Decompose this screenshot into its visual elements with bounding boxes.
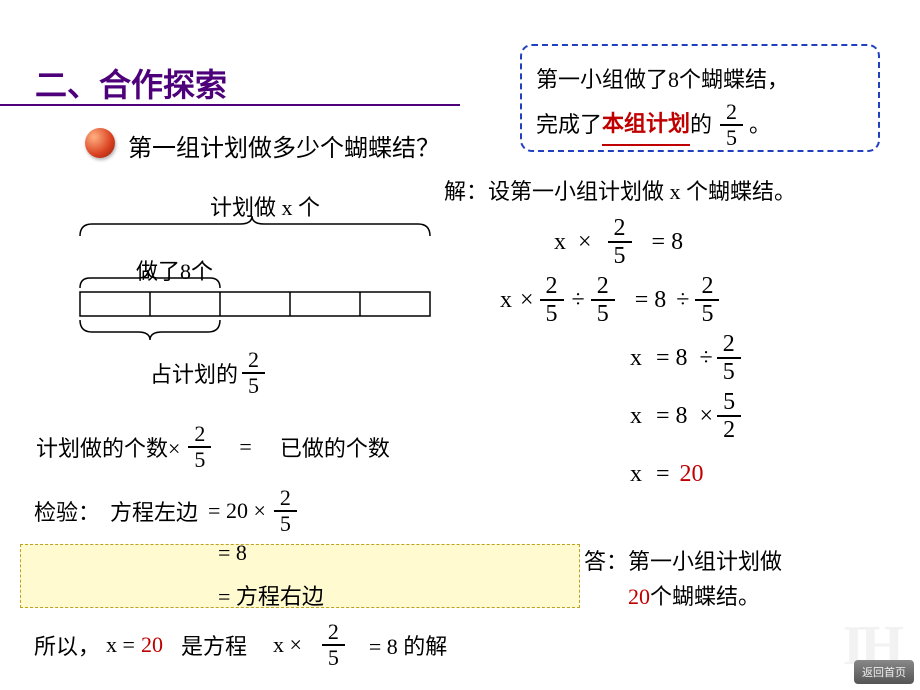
calc-row-5: x = 20 — [630, 450, 741, 498]
bullet-icon — [85, 128, 115, 158]
calculation: x × 25 = 8 x × 25 ÷ 25 = 8 ÷ 25 x = 8 ÷ … — [500, 218, 741, 508]
info-line1: 第一小组做了8个蝴蝶结， — [536, 60, 866, 100]
done-label: 做了8个 — [136, 254, 213, 286]
calc-row-2: x × 25 ÷ 25 = 8 ÷ 25 — [500, 276, 741, 324]
back-button[interactable]: 返回首页 — [854, 660, 914, 684]
plan-label: 计划做 x 个 — [210, 190, 320, 222]
back-label: 返回首页 — [862, 664, 906, 680]
solve-label: 解：设第一小组计划做 x 个蝴蝶结。 — [444, 174, 796, 206]
word-equation: 计划做的个数× 2 5 = 已做的个数 — [36, 422, 390, 472]
section-title: 二、合作探索 — [35, 60, 227, 106]
info-fraction: 2 5 — [720, 100, 743, 150]
answer-text: 答：第一小组计划做 20个蝴蝶结。 — [584, 544, 782, 614]
diagram: 计划做 x 个 做了8个 占计划的 2 5 — [60, 190, 440, 355]
question-text: 第一组计划做多少个蝴蝶结？ — [128, 128, 440, 163]
info-line2: 完成了 本组计划 的 2 5 。 — [536, 100, 866, 150]
calc-row-3: x = 8 ÷ 25 — [630, 334, 741, 382]
ratio-fraction: 2 5 — [242, 348, 265, 398]
info-highlight: 本组计划 — [602, 104, 690, 146]
info-box: 第一小组做了8个蝴蝶结， 完成了 本组计划 的 2 5 。 — [520, 44, 880, 152]
title-underline — [0, 104, 460, 106]
verification: 检验： 方程左边 = 20 × 25 = 8 = 方程右边 — [34, 490, 324, 616]
title-text: 二、合作探索 — [35, 67, 227, 103]
conclusion: 所以， x = 20 是方程 x × 25 = 8 的解 — [34, 620, 447, 670]
ratio-label: 占计划的 2 5 — [150, 348, 265, 398]
calc-row-4: x = 8 × 52 — [630, 392, 741, 440]
calc-row-1: x × 25 = 8 — [554, 218, 741, 266]
